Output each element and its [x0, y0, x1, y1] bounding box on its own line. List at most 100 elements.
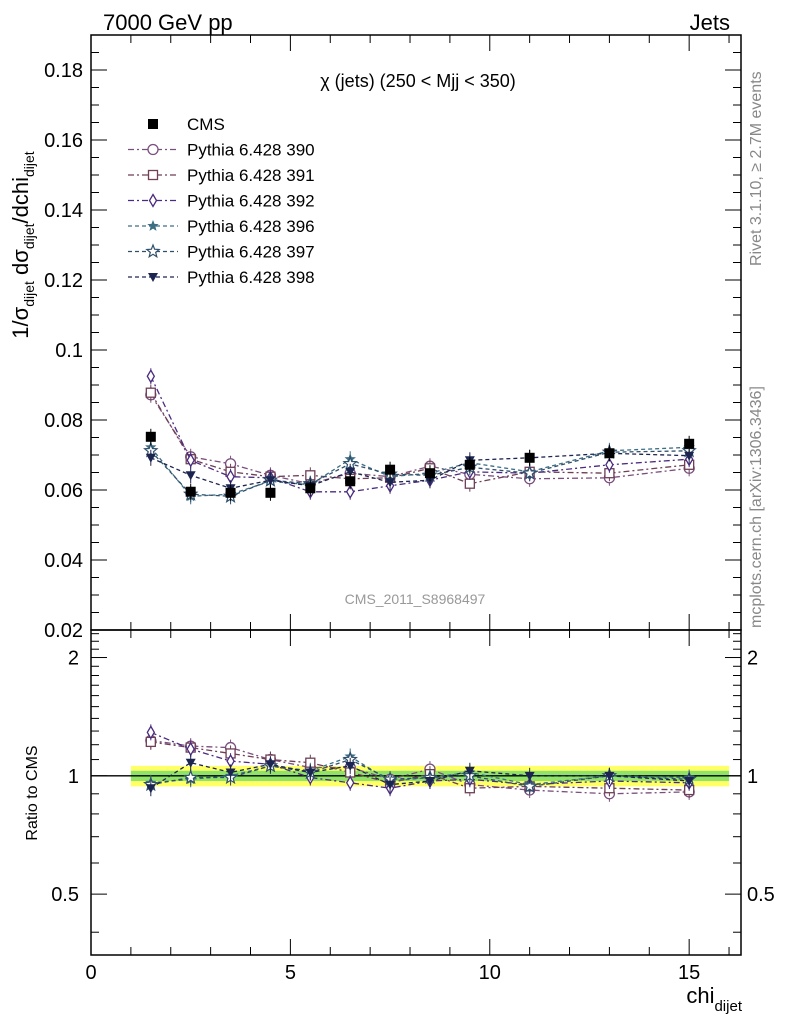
ratio-x-ticks: 0 5 10 15	[85, 630, 730, 984]
legend: CMS Pythia 6.428 390 Pythia 6.428 391 Pythi…	[128, 115, 315, 287]
legend-marker-p390	[147, 143, 159, 156]
data-point-cms	[305, 483, 316, 494]
ratio-line-p397	[150, 758, 690, 788]
data-point-cms	[684, 438, 695, 449]
legend-label-p390: Pythia 6.428 390	[187, 141, 315, 160]
main-y-tick-label: 0.02	[44, 620, 83, 642]
process-label: Jets	[690, 10, 730, 35]
ratio-point-p398	[145, 784, 156, 794]
data-point-cms	[145, 431, 156, 442]
legend-marker-p391	[147, 169, 159, 181]
ratio-point-p398	[524, 771, 535, 781]
data-point-cms	[385, 464, 396, 475]
ratio-series-group	[142, 724, 697, 802]
ratio-y-axis-label: Ratio to CMS	[24, 745, 41, 840]
data-point-cms	[185, 486, 196, 497]
data-point-cms	[604, 448, 615, 459]
ratio-line-p398	[150, 762, 690, 789]
data-point-cms	[464, 459, 475, 470]
main-y-tick-label: 0.06	[44, 480, 83, 502]
main-y-tick-label: 0.1	[55, 340, 83, 362]
legend-marker-p397	[145, 243, 161, 259]
data-point-p392	[146, 368, 156, 384]
data-point-p392	[186, 452, 195, 468]
main-y-tick-label: 0.18	[44, 60, 83, 82]
ratio-point-p398	[424, 777, 435, 787]
ratio-point-p398	[464, 766, 475, 776]
data-point-p391	[145, 387, 156, 398]
analysis-watermark: CMS_2011_S8968497	[345, 591, 486, 607]
chart-title: χ (jets) (250 < Mjj < 350)	[320, 71, 516, 91]
series-cms	[145, 428, 695, 501]
main-y-tick-label: 0.14	[44, 200, 83, 222]
main-y-tick-label: 0.12	[44, 270, 83, 292]
legend-label-p391: Pythia 6.428 391	[187, 166, 315, 185]
data-point-cms	[424, 468, 435, 479]
ratio-series-p398	[145, 754, 695, 797]
x-axis-label: chidijet	[686, 983, 742, 1015]
ratio-y-tick-label: 1	[68, 766, 79, 788]
main-y-tick-label: 0.04	[44, 550, 83, 572]
data-point-cms	[524, 452, 535, 463]
main-series-group	[143, 368, 697, 505]
series-line-p397	[150, 450, 690, 497]
ratio-point-p392	[345, 775, 355, 791]
ratio-point-p398	[265, 760, 276, 770]
main-y-ticks: 0.02 0.04 0.06 0.08 0.1 0.12 0.14 0.16 0.18	[44, 52, 741, 642]
mcplots-label: mcplots.cern.ch [arXiv:1306.3436]	[748, 386, 765, 628]
legend-marker-p396	[147, 220, 159, 231]
x-tick-label: 15	[678, 962, 700, 984]
ratio-y-tick-label-right: 0.5	[747, 884, 775, 906]
ratio-y-tick-label-right: 2	[747, 648, 758, 670]
x-tick-label: 5	[285, 962, 296, 984]
ratio-line-p391	[150, 741, 690, 791]
data-point-p397	[521, 465, 538, 480]
ratio-point-p398	[684, 777, 695, 787]
ratio-y-tick-label: 2	[68, 648, 79, 670]
data-point-p398	[385, 478, 396, 488]
legend-label-p396: Pythia 6.428 396	[187, 217, 315, 236]
series-line-p398	[150, 452, 690, 489]
data-point-cms	[265, 487, 276, 498]
data-point-cms	[225, 487, 236, 498]
ratio-point-p398	[385, 780, 396, 790]
legend-label-p397: Pythia 6.428 397	[187, 243, 315, 262]
main-y-tick-label: 0.08	[44, 410, 83, 432]
series-line-p392	[150, 376, 690, 493]
ratio-point-p397	[521, 778, 538, 793]
data-point-p398	[684, 451, 695, 461]
rivet-label: Rivet 3.1.10, ≥ 2.7M events	[748, 71, 765, 266]
legend-marker-p392	[148, 193, 158, 208]
data-point-p392	[605, 457, 614, 473]
ratio-point-p398	[604, 771, 615, 781]
data-point-p398	[145, 453, 156, 463]
ratio-y-tick-label-right: 1	[747, 766, 758, 788]
main-y-tick-label: 0.16	[44, 130, 83, 152]
data-point-p398	[185, 471, 196, 481]
x-tick-label: 0	[85, 962, 96, 984]
series-line-p396	[150, 446, 690, 497]
series-line-p390	[150, 394, 690, 485]
legend-label-p392: Pythia 6.428 392	[187, 192, 315, 211]
data-point-p398	[345, 467, 356, 477]
ratio-point-p398	[345, 761, 356, 771]
ratio-plot-frame	[90, 629, 742, 956]
ratio-point-p398	[305, 768, 316, 778]
legend-label-p398: Pythia 6.428 398	[187, 268, 315, 287]
main-x-ticks	[90, 35, 730, 630]
ratio-point-p392	[146, 725, 156, 740]
ratio-line-p390	[150, 739, 690, 795]
data-point-cms	[345, 476, 356, 487]
legend-marker-cms	[148, 119, 158, 129]
legend-label-cms: CMS	[187, 115, 225, 134]
x-tick-label: 10	[479, 962, 501, 984]
energy-label: 7000 GeV pp	[103, 10, 233, 35]
data-point-p391	[464, 478, 475, 489]
data-point-p398	[265, 476, 276, 486]
ratio-point-p398	[185, 758, 196, 768]
ratio-point-p397	[182, 769, 199, 785]
main-y-axis-label: 1/σdijet dσdijet/dchidijet	[8, 151, 37, 339]
data-point-p392	[345, 484, 355, 500]
legend-marker-p398	[148, 273, 158, 282]
ratio-y-tick-label: 0.5	[51, 884, 79, 906]
